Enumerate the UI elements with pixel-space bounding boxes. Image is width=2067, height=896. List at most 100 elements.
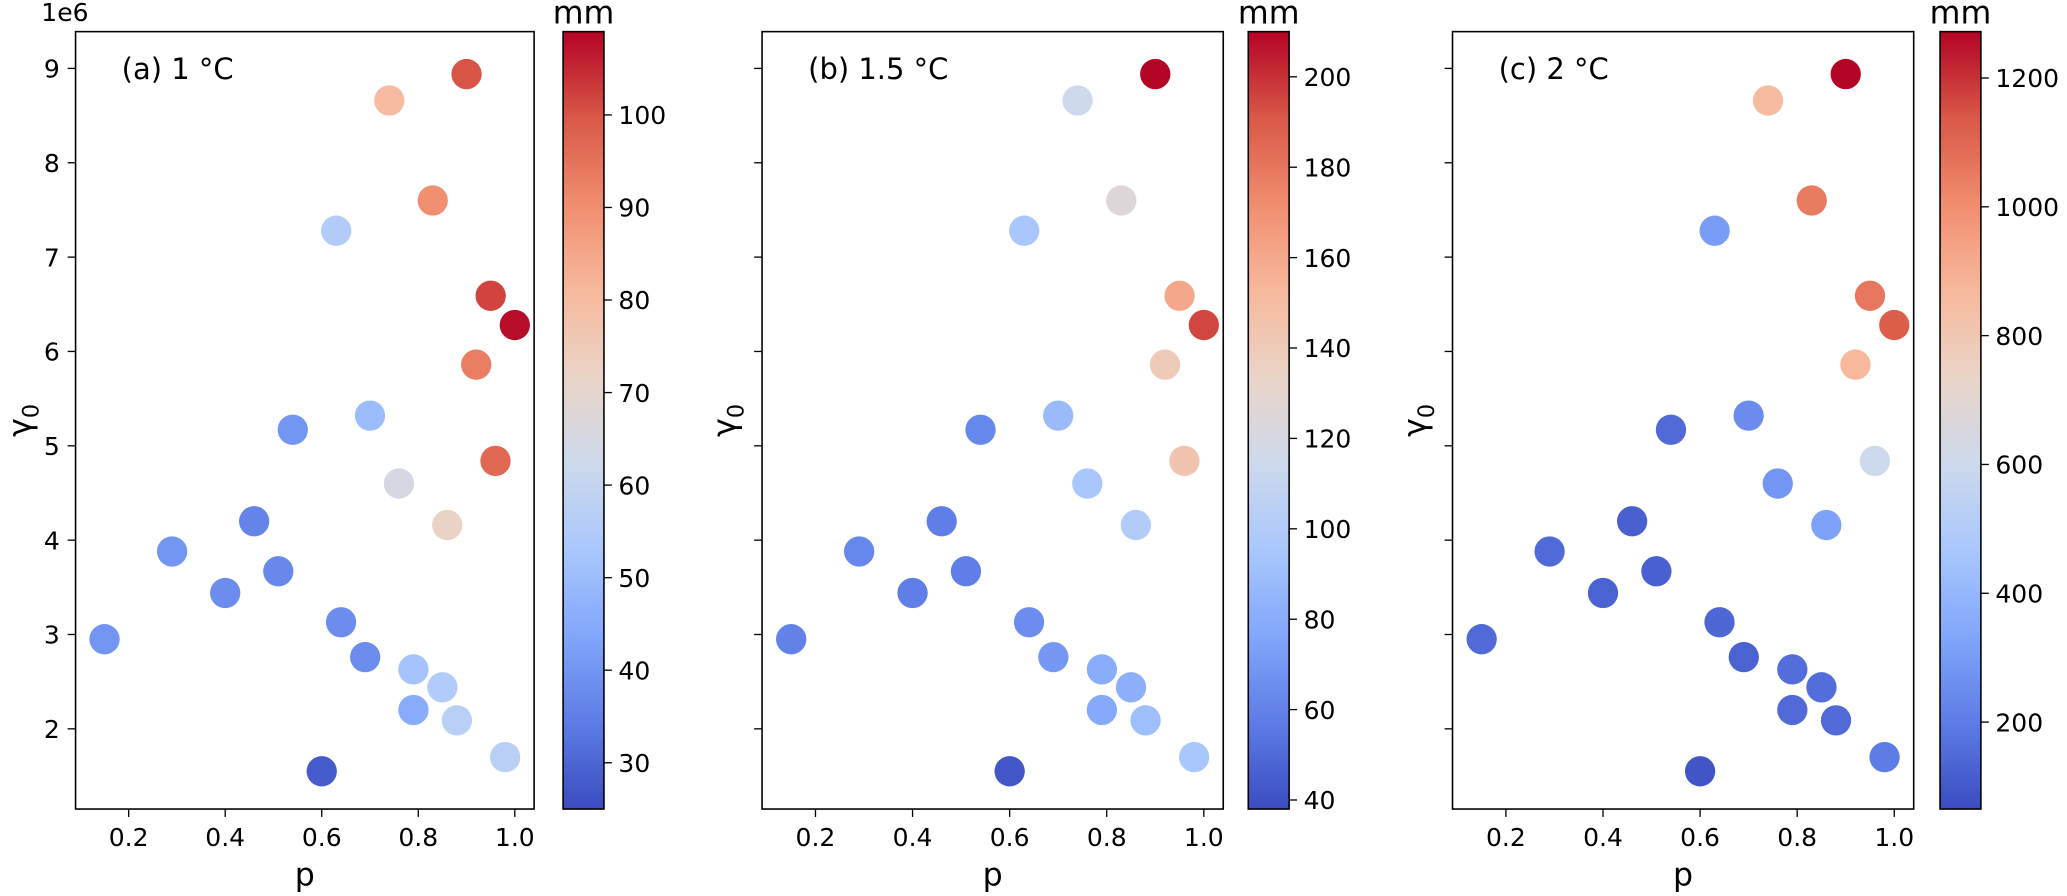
y-tick-label: 5 — [44, 432, 60, 461]
colorbar-tick-label: 200 — [1304, 63, 1352, 92]
colorbar-tick-label: 180 — [1304, 153, 1352, 182]
data-point — [844, 536, 875, 567]
panel-title: (b) 1.5 °C — [808, 52, 948, 86]
data-point — [89, 624, 120, 655]
data-point — [1130, 705, 1161, 736]
colorbar-label: mm — [553, 0, 615, 32]
data-point — [1641, 556, 1672, 587]
colorbar-tick-label: 600 — [1995, 451, 2043, 480]
colorbar-tick-label: 140 — [1304, 334, 1352, 363]
x-tick-label: 0.2 — [796, 823, 836, 852]
data-point — [926, 506, 957, 537]
data-point — [350, 641, 381, 673]
data-point — [1106, 185, 1137, 216]
axes-frame — [1451, 30, 1915, 810]
panel-1: 0.2 0.4 0.6 0.8 1.0 2 3 4 5 6 7 8 9 1e6 p γ0 (a) 1 °C 30 4… — [3, 0, 666, 893]
panel-3: 0.2 0.4 0.6 0.8 1.0 p γ0 (c) 2 °C 200 400 600 800 10… — [1398, 0, 2059, 893]
data-point — [1752, 85, 1784, 116]
y-tick-label: 7 — [44, 243, 60, 272]
data-point — [1188, 309, 1219, 341]
data-point — [1466, 624, 1497, 655]
data-point — [1072, 468, 1103, 499]
data-point — [1534, 536, 1565, 567]
x-tick-label: 1.0 — [495, 823, 535, 852]
colorbar-tick-label: 70 — [618, 379, 650, 408]
colorbar-gradient — [1247, 30, 1290, 810]
x-tick-label: 0.2 — [1486, 823, 1526, 852]
colorbar-tick-label: 100 — [618, 101, 666, 130]
data-point — [950, 556, 982, 587]
colorbar-tick-label: 800 — [1995, 322, 2043, 351]
data-point — [1587, 577, 1619, 609]
data-point — [480, 445, 511, 477]
colorbar-gradient — [1939, 30, 1982, 810]
y-label-subscript: 0 — [19, 404, 45, 418]
x-axis-label: p — [983, 857, 1003, 893]
x-axis-label: p — [1673, 857, 1693, 893]
data-point — [354, 400, 386, 431]
colorbar-tick-label: 1200 — [1995, 64, 2059, 93]
colorbar-label: mm — [1930, 0, 1992, 32]
data-point — [1178, 741, 1210, 773]
panel-title: (c) 2 °C — [1499, 52, 1609, 86]
data-point — [1869, 741, 1900, 773]
data-point — [427, 672, 458, 703]
data-point — [1806, 672, 1837, 703]
data-point — [1043, 400, 1074, 431]
data-point — [1840, 349, 1871, 380]
x-tick-label: 0.6 — [302, 823, 342, 852]
panel-2: 0.2 0.4 0.6 0.8 1.0 p γ0 (b) 1.5 °C 40 60 80 100 120… — [708, 0, 1352, 893]
data-point — [325, 607, 357, 638]
colorbar-tick-label: 90 — [618, 194, 650, 223]
data-point — [1655, 414, 1687, 445]
data-point — [965, 414, 996, 445]
data-point — [432, 509, 463, 541]
data-point — [1854, 280, 1886, 311]
data-point — [1684, 756, 1716, 787]
data-point — [1169, 445, 1200, 477]
data-point — [1830, 58, 1861, 90]
axes-frame — [74, 30, 535, 810]
colorbar-tick-label: 80 — [618, 286, 650, 315]
data-point — [1796, 185, 1827, 216]
colorbar-tick-label: 160 — [1304, 244, 1352, 273]
data-point — [277, 414, 308, 445]
colorbar-tick-label: 120 — [1304, 425, 1352, 454]
colorbar: 30 40 50 60 70 80 90 100 mm — [553, 0, 666, 810]
y-axis-label: γ0 — [708, 404, 750, 437]
x-tick-label: 0.8 — [398, 823, 438, 852]
colorbar-tick-label: 200 — [1995, 708, 2043, 737]
data-point — [1728, 641, 1759, 673]
y-tick-label: 6 — [44, 338, 60, 367]
x-tick-label: 0.2 — [109, 823, 149, 852]
data-point — [398, 694, 429, 726]
data-point — [383, 468, 415, 499]
x-tick-label: 0.4 — [205, 823, 245, 852]
data-point — [1699, 215, 1730, 246]
colorbar-tick-label: 40 — [1304, 786, 1336, 815]
colorbar: 40 60 80 100 120 140 160 180 200 mm — [1238, 0, 1351, 815]
data-point — [1762, 468, 1793, 499]
y-tick-label: 8 — [44, 149, 60, 178]
data-point — [1086, 654, 1118, 685]
data-point — [321, 215, 352, 246]
x-axis-label: p — [295, 857, 315, 893]
data-point — [897, 577, 928, 609]
y-tick-label: 3 — [44, 621, 60, 650]
y-axis-label: γ0 — [1398, 404, 1440, 437]
colorbar: 200 400 600 800 1000 1200 mm — [1930, 0, 2059, 810]
data-point — [374, 85, 405, 116]
x-tick-label: 0.4 — [893, 823, 933, 852]
colorbar-tick-label: 40 — [618, 656, 650, 685]
y-label-symbol: γ — [3, 418, 39, 437]
y-label-symbol: γ — [708, 418, 744, 437]
data-point — [994, 756, 1025, 787]
data-point — [1859, 445, 1891, 477]
y-tick-label: 4 — [44, 526, 60, 555]
data-point — [1120, 509, 1152, 541]
data-point — [1009, 215, 1040, 246]
colorbar-label: mm — [1238, 0, 1300, 32]
colorbar-tick-label: 50 — [618, 564, 650, 593]
y-label-subscript: 0 — [1414, 404, 1440, 418]
